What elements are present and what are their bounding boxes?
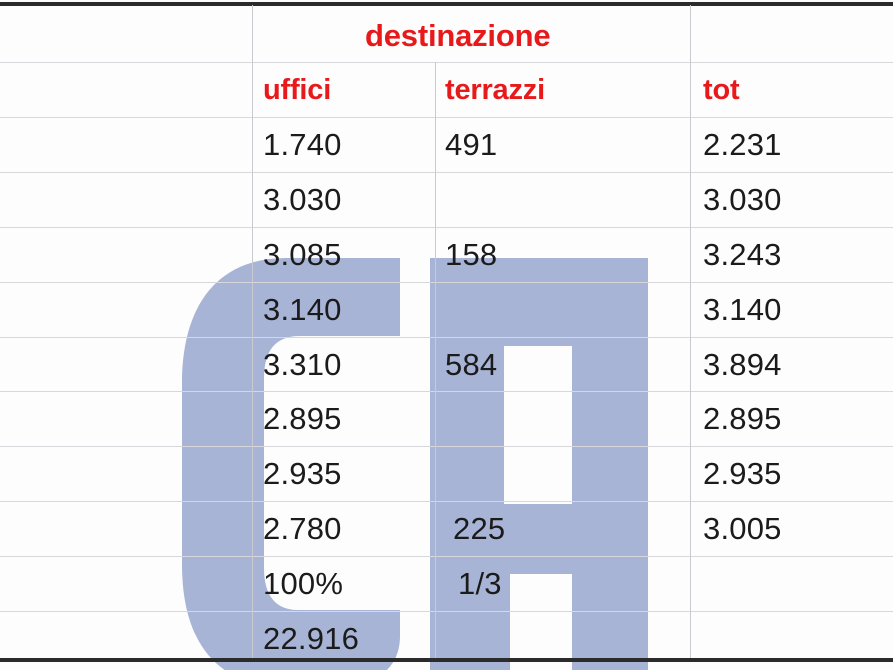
cell-tot: 2.935 xyxy=(703,456,782,491)
cell-terrazzi: 584 xyxy=(445,347,498,382)
column-header-terrazzi: terrazzi xyxy=(445,74,545,106)
cell-uffici: 3.085 xyxy=(263,237,342,272)
cell-terrazzi: 491 xyxy=(445,127,498,162)
cell-tot: 3.894 xyxy=(703,347,782,382)
cell-tot: 2.231 xyxy=(703,127,782,162)
cell-terrazzi: 1/3 xyxy=(458,566,502,601)
cell-uffici: 2.935 xyxy=(263,456,342,491)
cell-uffici: 3.140 xyxy=(263,292,342,327)
cell-tot: 2.895 xyxy=(703,401,782,436)
cell-terrazzi: 225 xyxy=(453,511,506,546)
cell-uffici: 2.780 xyxy=(263,511,342,546)
cell-uffici: 22.916 xyxy=(263,621,360,656)
cell-tot: 3.140 xyxy=(703,292,782,327)
cell-tot: 3.030 xyxy=(703,182,782,217)
cell-tot: 3.243 xyxy=(703,237,782,272)
cell-uffici: 3.310 xyxy=(263,347,342,382)
cell-uffici: 3.030 xyxy=(263,182,342,217)
cell-tot: 3.005 xyxy=(703,511,782,546)
column-header-tot: tot xyxy=(703,74,740,106)
group-header-destinazione: destinazione xyxy=(365,18,551,53)
cell-terrazzi: 158 xyxy=(445,237,498,272)
cell-uffici: 100% xyxy=(263,566,344,601)
cell-uffici: 1.740 xyxy=(263,127,342,162)
cell-uffici: 2.895 xyxy=(263,401,342,436)
column-header-uffici: uffici xyxy=(263,74,332,106)
